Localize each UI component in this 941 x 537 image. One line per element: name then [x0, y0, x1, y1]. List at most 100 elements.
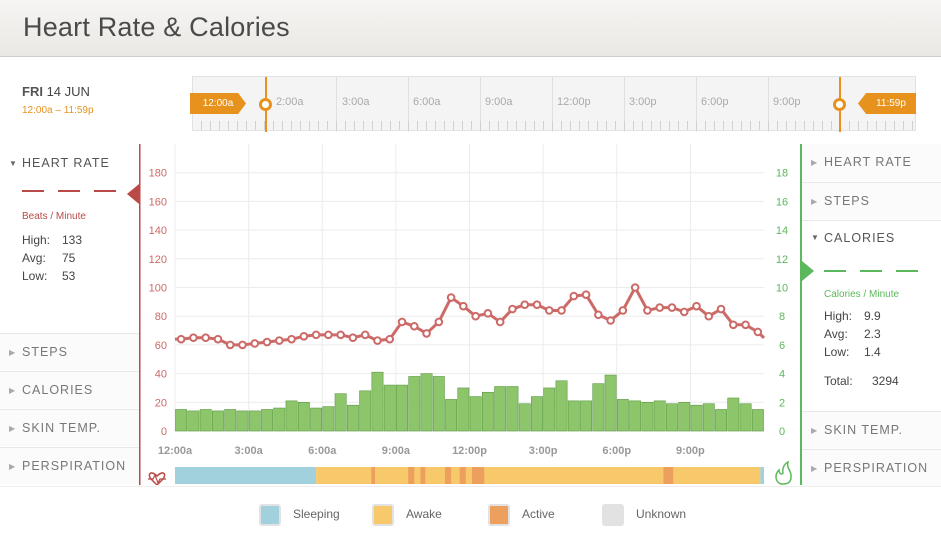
timeline-tick	[201, 121, 202, 130]
timeline-tick	[867, 121, 868, 130]
caret-down-icon: ▼	[811, 233, 819, 242]
calorie-bar	[543, 387, 556, 432]
timeline-separator	[408, 77, 409, 132]
timeline-tick	[336, 121, 337, 130]
calorie-bar	[604, 374, 617, 432]
stat-high: High: 9.9	[824, 309, 881, 323]
legend-label: Sleeping	[293, 507, 340, 521]
timeline-tick	[669, 121, 670, 130]
heart-rate-point	[692, 301, 701, 311]
timeline-tick	[651, 121, 652, 130]
heart-rate-point	[741, 320, 750, 330]
heart-rate-point	[716, 304, 726, 314]
timeline-tick	[408, 121, 409, 130]
timeline-tick	[705, 121, 706, 130]
calories-title[interactable]: CALORIES	[824, 231, 896, 245]
pointer-arrow-icon	[127, 184, 139, 204]
heart-rate-point	[459, 301, 468, 311]
heart-rate-point	[618, 306, 628, 315]
heart-rate-point	[385, 334, 395, 344]
heart-rate-point	[679, 307, 689, 317]
calorie-bar	[616, 399, 629, 432]
sidebar-item-skin-temp[interactable]: ▶ SKIN TEMP.	[0, 409, 139, 446]
left-axis-tick-label: 120	[149, 254, 167, 266]
calorie-bar	[592, 383, 605, 432]
sidebar-item-label: STEPS	[22, 345, 68, 359]
timeline-tick	[642, 121, 643, 130]
x-axis-tick-label: 9:00a	[382, 445, 411, 457]
heart-rate-point	[176, 334, 186, 344]
timeline-tick	[237, 121, 238, 130]
stat-value: 133	[62, 233, 83, 247]
start-handle[interactable]	[259, 98, 272, 111]
timeline-tick	[894, 121, 895, 130]
timeline-tick	[228, 121, 229, 130]
x-axis-tick-label: 3:00a	[235, 445, 264, 457]
timeline-tick	[372, 121, 373, 130]
calorie-bar	[727, 397, 740, 432]
calorie-bar	[457, 387, 470, 432]
timeline-tick	[498, 121, 499, 130]
timeline-tick	[759, 121, 760, 130]
timeline-scrubber[interactable]: 2:00a 3:00a 6:00a 9:00a 12:00p 3:00p 6:0…	[190, 76, 916, 132]
heart-rate-title[interactable]: HEART RATE	[22, 156, 110, 170]
stat-key: Avg:	[824, 327, 848, 341]
sidebar-item-steps[interactable]: ▶ STEPS	[0, 333, 139, 370]
timeline-separator	[696, 77, 697, 132]
timeline-label: 3:00a	[342, 96, 370, 108]
timeline-tick	[912, 121, 913, 130]
heart-rate-calories-chart: 0 20 40 60 80 100 120 140 160 180 0 2 4 6 8 10 12 14 16 18 1…	[139, 144, 802, 485]
calorie-bar	[371, 371, 384, 432]
heart-rate-point	[544, 306, 554, 315]
right-axis-tick-label: 0	[779, 426, 785, 438]
caret-right-icon: ▶	[811, 426, 819, 435]
sidebar-item-calories[interactable]: ▶ CALORIES	[0, 371, 139, 408]
timeline-tick	[390, 121, 391, 130]
heart-rate-point	[275, 336, 284, 345]
timeline-tick	[831, 121, 832, 130]
heart-rate-point	[483, 309, 493, 318]
left-axis-tick-label: 160	[149, 196, 167, 208]
timeline-separator	[552, 77, 553, 132]
calorie-bar	[187, 410, 200, 432]
x-axis-tick-label: 6:00a	[308, 445, 337, 457]
activity-segment-active	[371, 467, 376, 484]
timeline-tick	[516, 121, 517, 130]
calorie-bar	[224, 409, 237, 432]
stat-value: 3294	[872, 374, 899, 388]
right-axis-tick-label: 14	[776, 225, 788, 237]
calorie-bar	[261, 409, 273, 432]
legend-label: Active	[522, 507, 555, 521]
sidebar-item-perspiration[interactable]: ▶ PERSPIRATION	[802, 449, 941, 486]
date-day: 14 JUN	[46, 84, 90, 99]
timeline-separator	[480, 77, 481, 132]
calorie-bar	[751, 409, 764, 432]
sidebar-item-perspiration[interactable]: ▶ PERSPIRATION	[0, 447, 139, 484]
end-handle[interactable]	[833, 98, 846, 111]
heart-rate-point	[557, 306, 566, 315]
calorie-bar	[199, 409, 212, 432]
sidebar-item-heart-rate[interactable]: ▶ HEART RATE	[802, 144, 941, 181]
sidebar-item-label: SKIN TEMP.	[22, 421, 102, 435]
sidebar-item-steps[interactable]: ▶ STEPS	[802, 182, 941, 219]
x-axis-tick-label: 12:00p	[452, 445, 487, 457]
end-time-tag[interactable]: 11:59p	[858, 93, 916, 114]
sidebar-item-label: PERSPIRATION	[824, 461, 929, 475]
timeline-tick	[327, 121, 328, 130]
calorie-bar	[678, 401, 691, 432]
calorie-bar	[322, 406, 335, 432]
heart-icon	[148, 472, 166, 485]
timeline-tick	[723, 121, 724, 130]
timeline-tick	[264, 121, 265, 130]
start-time-tag[interactable]: 12:00a	[190, 93, 246, 114]
sidebar-item-skin-temp[interactable]: ▶ SKIN TEMP.	[802, 411, 941, 448]
right-axis-tick-label: 18	[776, 168, 788, 180]
heart-rate-point	[606, 316, 615, 325]
calorie-bar	[297, 401, 310, 432]
stat-low: Low: 53	[22, 269, 75, 283]
calorie-bar	[739, 403, 752, 432]
calorie-bar	[212, 410, 224, 432]
heart-rate-point	[434, 317, 444, 327]
x-axis-tick-label: 9:00p	[676, 445, 705, 457]
timeline-tick	[525, 121, 526, 130]
